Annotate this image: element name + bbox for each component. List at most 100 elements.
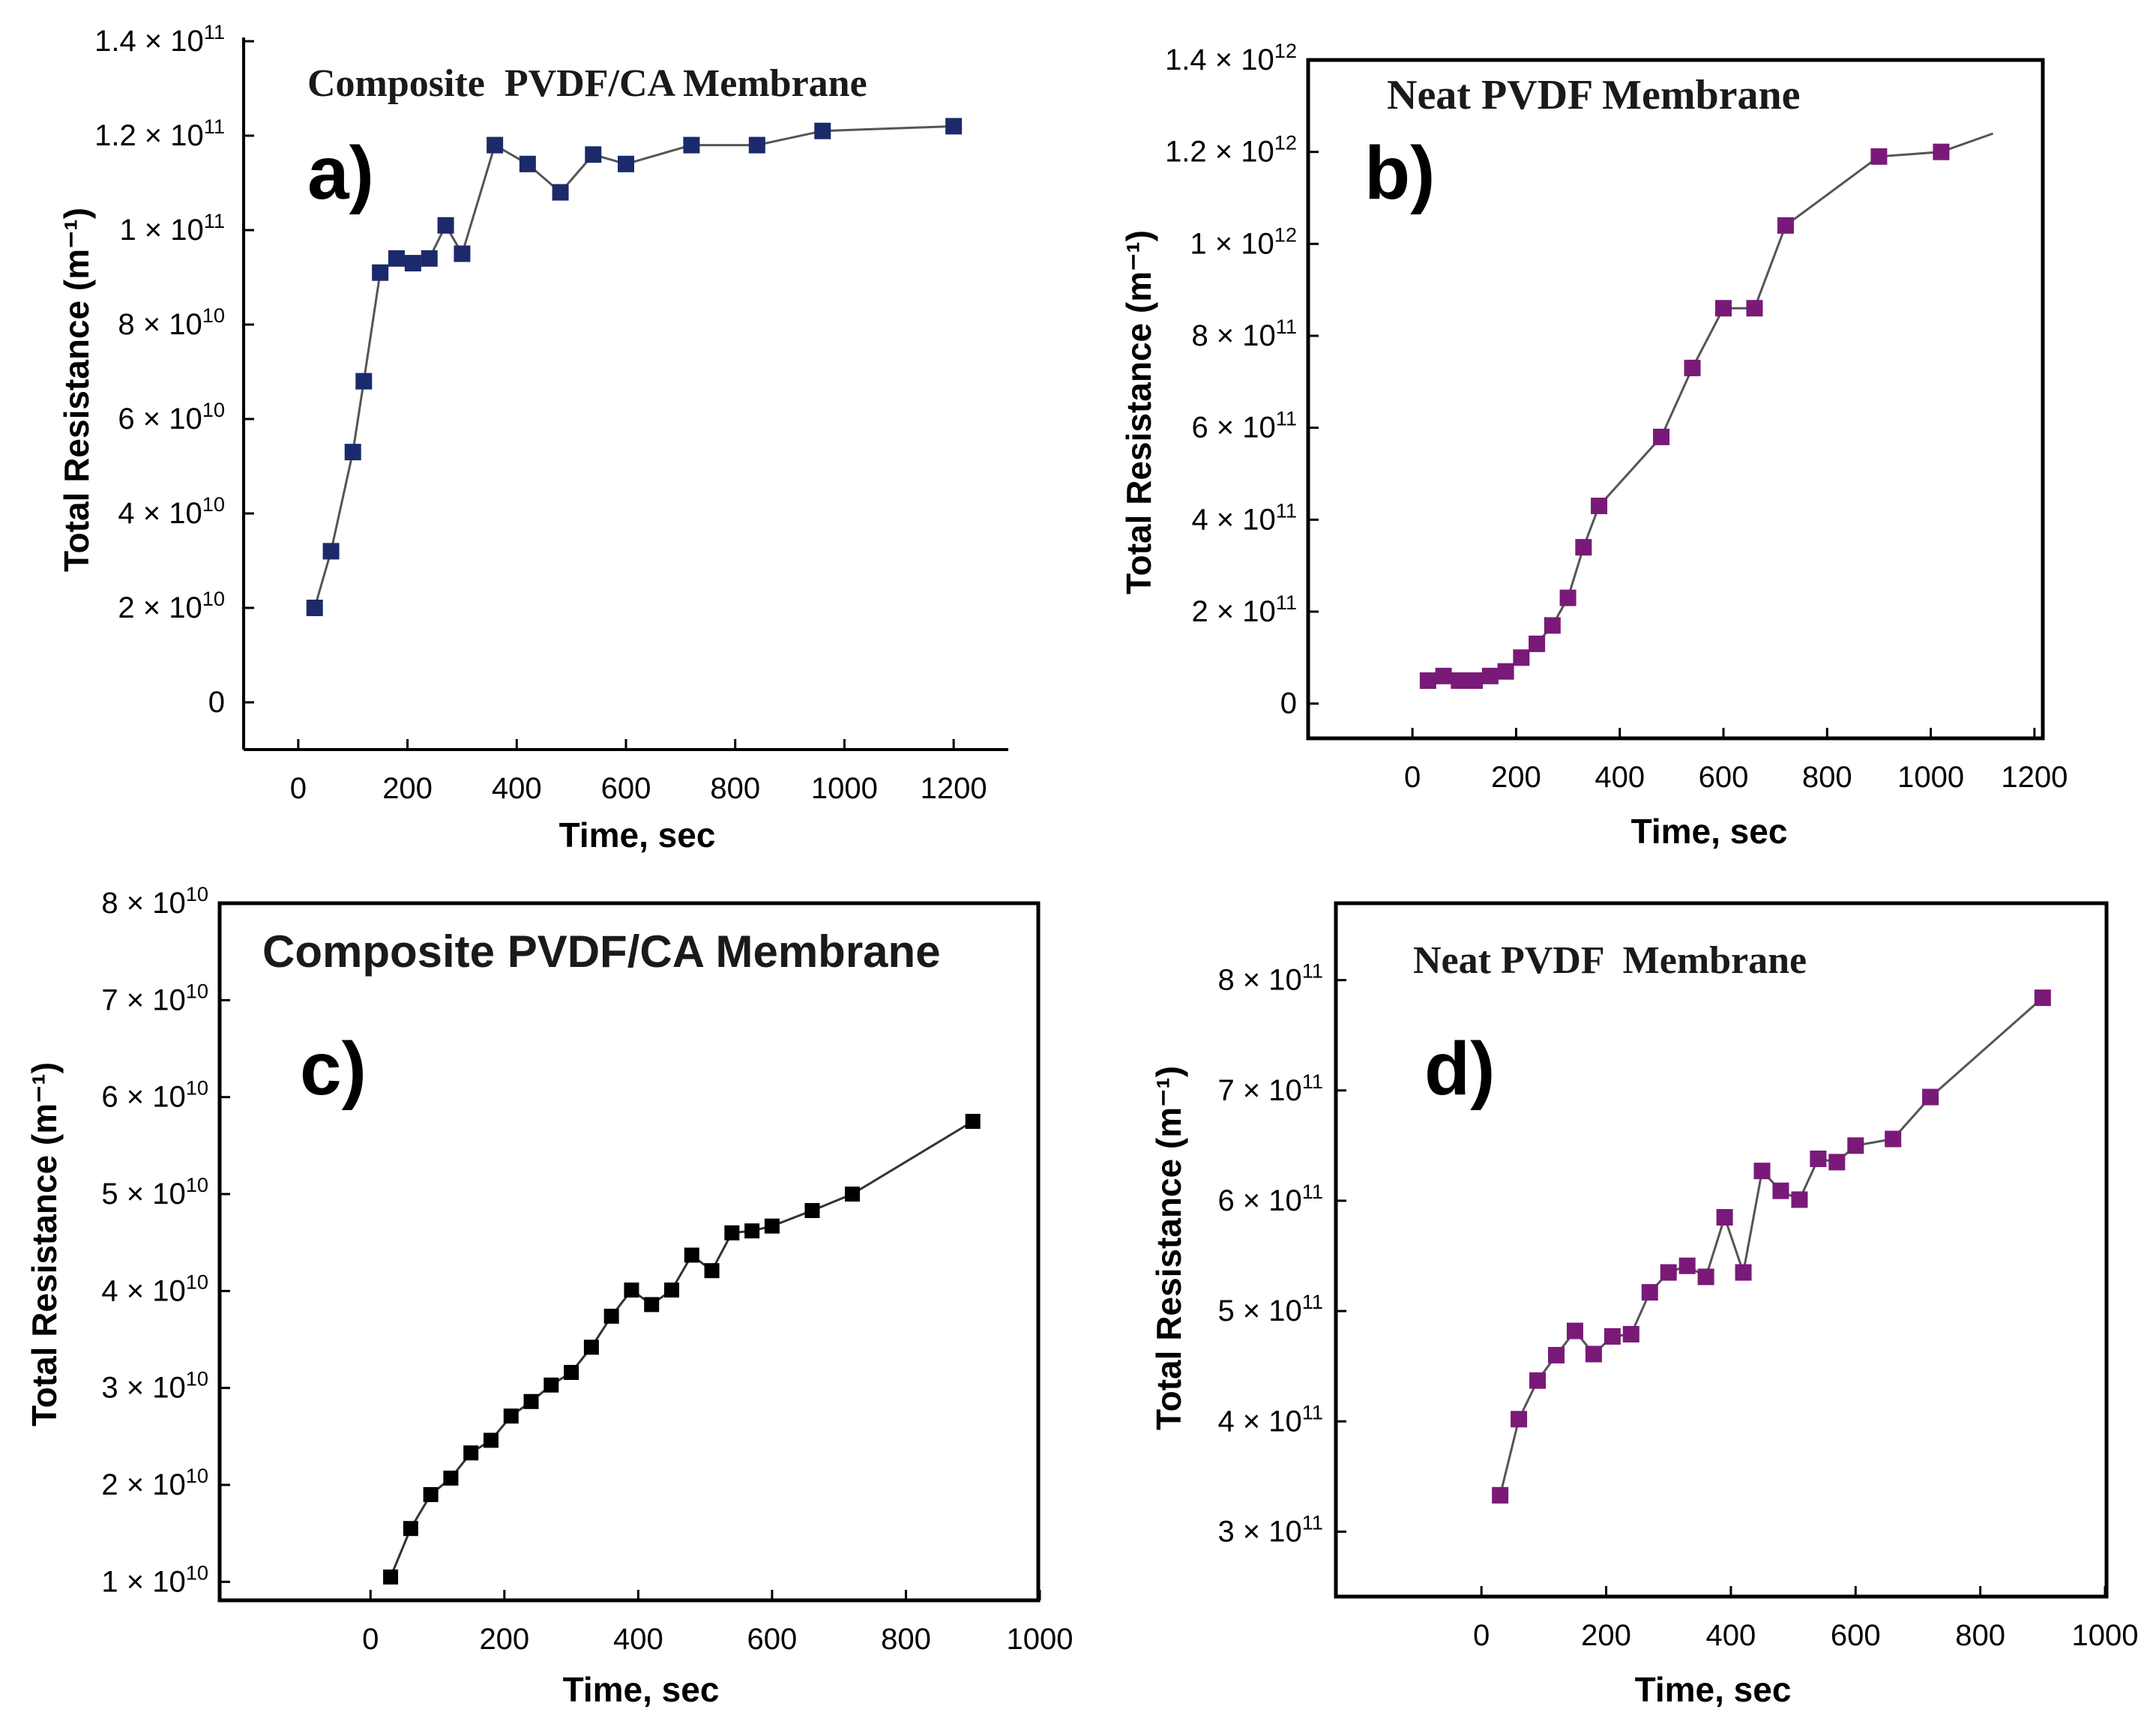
data-point [523, 1393, 539, 1409]
y-tick-label: 2 × 1011 [1191, 591, 1297, 628]
data-point [2034, 989, 2051, 1007]
y-tick-label: 4 × 1011 [1217, 1400, 1323, 1438]
y-tick-exponent: 11 [1302, 1070, 1323, 1093]
x-tick-label: 1200 [2001, 761, 2068, 794]
y-tick-mantissa: 8 × 10 [1217, 964, 1301, 997]
data-point [583, 1339, 599, 1355]
data-point [1511, 1411, 1528, 1428]
y-tick-label: 1.4 × 1011 [94, 20, 225, 58]
panel-label: d) [1424, 1027, 1495, 1111]
data-point [344, 444, 361, 461]
data-point [454, 245, 471, 262]
y-tick-mantissa: 1 × 10 [1190, 227, 1274, 260]
y-tick-exponent: 11 [1302, 1400, 1323, 1423]
data-point [1653, 428, 1670, 445]
data-point [1604, 1327, 1621, 1345]
y-tick-label: 8 × 1010 [101, 882, 208, 920]
y-tick-label: 1 × 1010 [101, 1561, 208, 1598]
data-point [503, 1408, 519, 1424]
x-tick-label: 200 [479, 1623, 529, 1656]
y-tick-exponent: 10 [202, 398, 225, 421]
x-tick-label: 1000 [1897, 761, 1964, 794]
data-point [1828, 1154, 1846, 1171]
y-tick-mantissa: 1 × 10 [119, 214, 203, 247]
series-line [1499, 997, 2044, 1496]
y-tick-exponent: 10 [186, 1076, 208, 1100]
y-tick-exponent: 10 [186, 1464, 208, 1487]
y-tick-exponent: 10 [186, 882, 208, 905]
y-tick-label: 1.4 × 1012 [1165, 39, 1297, 76]
data-point [421, 250, 438, 267]
y-tick-exponent: 11 [1276, 315, 1297, 338]
data-point [845, 1187, 861, 1202]
x-tick-label: 200 [1581, 1619, 1631, 1652]
y-tick-mantissa: 8 × 10 [118, 308, 202, 341]
panel-label: c) [300, 1027, 367, 1111]
y-tick-exponent: 11 [1302, 1510, 1323, 1534]
y-tick-mantissa: 1.2 × 10 [94, 119, 204, 152]
data-point [603, 1308, 619, 1324]
y-tick-mantissa: 6 × 10 [118, 403, 202, 435]
y-tick-mantissa: 2 × 10 [118, 591, 202, 624]
y-tick-exponent: 10 [186, 1173, 208, 1196]
data-point [1772, 1182, 1789, 1199]
data-point [1753, 1163, 1771, 1180]
data-point [1544, 617, 1561, 634]
y-tick-exponent: 10 [186, 979, 208, 1002]
x-tick-label: 1200 [921, 772, 987, 805]
y-tick-label: 7 × 1011 [1217, 1070, 1323, 1107]
y-tick-mantissa: 7 × 10 [101, 983, 185, 1016]
y-tick-label: 6 × 1010 [101, 1076, 208, 1114]
x-tick-label: 800 [710, 772, 760, 805]
data-point [704, 1263, 720, 1279]
data-point [1591, 497, 1608, 514]
x-tick-label: 600 [1699, 761, 1749, 794]
data-point [487, 136, 504, 154]
y-tick-label: 1 × 1012 [1190, 223, 1297, 260]
y-tick-exponent: 11 [204, 20, 225, 43]
y-axis-title: Total Resistance (m⁻¹) [1149, 1066, 1188, 1430]
data-point [1419, 672, 1436, 689]
data-point [1791, 1191, 1808, 1208]
data-point [664, 1283, 679, 1298]
data-point [1922, 1088, 1939, 1106]
data-point [483, 1432, 499, 1448]
plot-frame [217, 901, 1041, 1603]
y-tick-mantissa: 2 × 10 [101, 1468, 185, 1501]
data-point [437, 217, 454, 234]
y-tick-mantissa: 5 × 10 [101, 1178, 185, 1211]
y-tick-exponent: 11 [1276, 591, 1297, 614]
x-tick-label: 600 [1831, 1619, 1881, 1652]
data-point [585, 146, 602, 163]
panel-label: b) [1364, 131, 1435, 215]
data-point [1435, 667, 1452, 684]
y-tick-exponent: 10 [202, 587, 225, 610]
y-tick-mantissa: 0 [208, 686, 225, 719]
y-tick-exponent: 11 [1302, 1290, 1323, 1313]
data-point [1735, 1264, 1752, 1281]
chart-title: Composite PVDF/CA Membrane [262, 926, 941, 977]
data-point [322, 543, 340, 560]
y-tick-label: 3 × 1010 [101, 1367, 208, 1405]
y-axis-title: Total Resistance (m⁻¹) [57, 208, 96, 572]
data-point [744, 1223, 760, 1239]
y-tick-label: 1.2 × 1011 [94, 115, 225, 152]
y-tick-label: 0 [208, 686, 225, 719]
data-point [1777, 217, 1794, 234]
data-point [372, 264, 389, 281]
y-tick-exponent: 12 [1274, 39, 1297, 62]
data-point [1529, 635, 1546, 652]
y-tick-mantissa: 6 × 10 [1217, 1184, 1301, 1217]
x-axis-title: Time, sec [1631, 812, 1788, 851]
y-tick-mantissa: 8 × 10 [1191, 319, 1275, 352]
x-axis-title: Time, sec [559, 816, 716, 855]
x-tick-label: 0 [1473, 1619, 1490, 1652]
data-point [748, 136, 765, 154]
data-point [1466, 672, 1484, 689]
x-axis-title: Time, sec [1635, 1670, 1792, 1709]
data-point [306, 600, 323, 616]
